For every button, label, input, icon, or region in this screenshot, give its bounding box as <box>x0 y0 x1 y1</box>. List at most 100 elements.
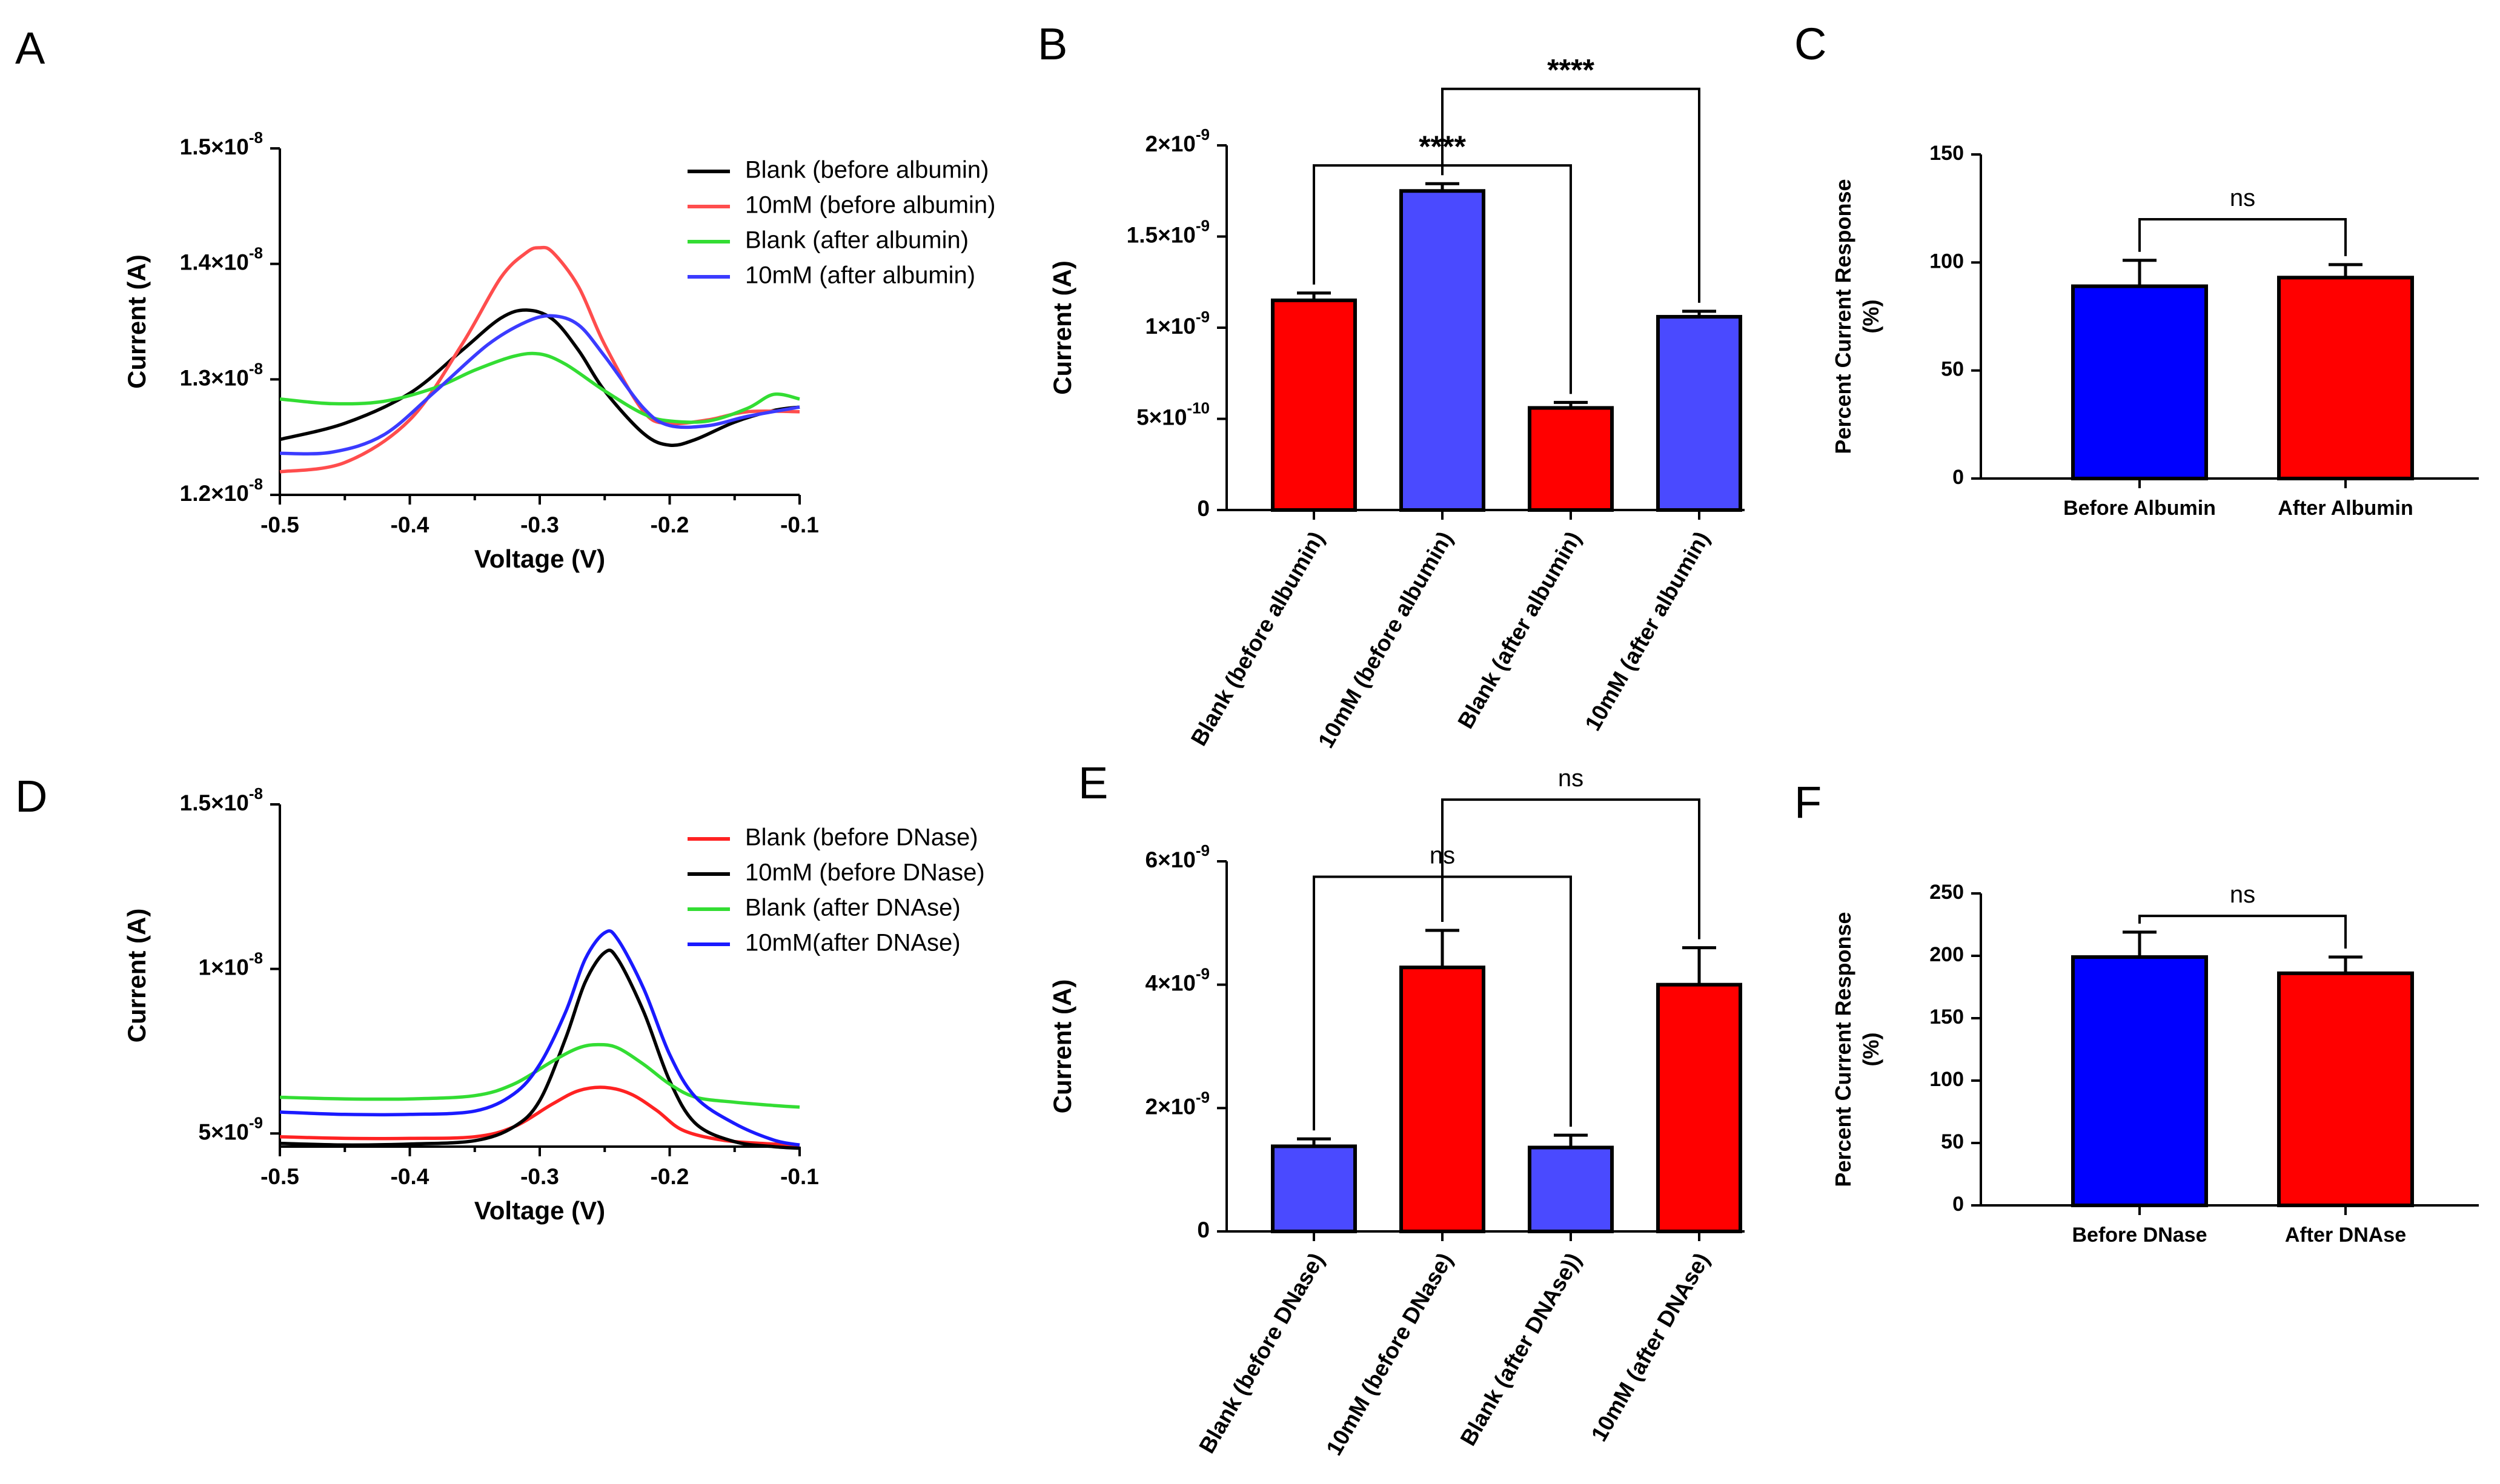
series-line <box>279 308 800 448</box>
x-category-label: After Albumin <box>2278 497 2413 520</box>
bar <box>2277 276 2414 480</box>
bar <box>2071 955 2208 1208</box>
y-axis-title: Current (A) <box>1048 260 1076 395</box>
y-axis-title: Current (A) <box>122 254 151 389</box>
x-category-label: Before Albumin <box>2063 497 2216 520</box>
y-tick-label: 100 <box>1929 250 1964 273</box>
y-tick-label: 150 <box>1929 142 1964 165</box>
panel-letter: F <box>1794 777 1822 827</box>
y-axis-title: Percent Current Response <box>1831 912 1855 1187</box>
x-tick-label: -0.2 <box>651 1164 689 1189</box>
y-tick-label: 5×10-10 <box>1136 399 1210 429</box>
bar <box>1399 966 1485 1233</box>
significance-bracket <box>1441 798 1700 939</box>
series-line <box>279 929 800 1147</box>
y-tick-label: 1.5×10-8 <box>180 128 263 159</box>
series-line <box>279 351 800 424</box>
bar <box>1656 314 1742 512</box>
x-axis-title: Voltage (V) <box>474 545 605 573</box>
panel-b: B 0 5×10-10 1×10-9 1.5×10-9 2×10-9 Current (A)… <box>1038 19 1745 752</box>
x-tick-label: -0.4 <box>391 1164 429 1189</box>
x-category-label: 10mM (before albumin) <box>1313 528 1457 752</box>
legend-label: Blank (after DNAse) <box>745 895 961 921</box>
y-axis-title: Current (A) <box>1048 979 1076 1114</box>
series-line <box>279 314 800 455</box>
legend-label: Blank (before albumin) <box>745 157 989 184</box>
x-tick-label: -0.5 <box>260 512 299 537</box>
panel-letter: B <box>1038 19 1067 69</box>
series-line <box>279 949 800 1150</box>
y-axis-title-unit: (%) <box>1858 1033 1883 1067</box>
significance-label: ns <box>2230 185 2255 211</box>
y-tick-label: 200 <box>1929 943 1964 966</box>
y-axis-title: Current (A) <box>122 909 151 1043</box>
y-tick-label: 4×10-9 <box>1146 965 1210 996</box>
x-axis-title: Voltage (V) <box>474 1196 605 1225</box>
significance-bracket <box>2138 915 2347 949</box>
panel-d: D -0.5 -0.4 -0.3 -0.2 -0.1 5×10-9 1×10-8 1.5×10-… <box>15 771 985 1225</box>
y-tick-label: 2×10-9 <box>1146 125 1210 156</box>
panel-letter: A <box>15 23 45 73</box>
y-tick-label: 1.5×10-9 <box>1127 216 1210 247</box>
x-category-label: After DNAse <box>2285 1224 2406 1247</box>
panel-letter: C <box>1794 19 1826 69</box>
y-tick-label: 1×10-8 <box>199 949 263 980</box>
panel-e: E 0 2×10-9 4×10-9 6×10-9 Current (A) Blank (be… <box>1048 758 1745 1460</box>
y-tick-label: 50 <box>1941 358 1964 381</box>
bar <box>1528 406 1614 512</box>
bar <box>1656 982 1742 1233</box>
x-tick-label: -0.1 <box>780 1164 819 1189</box>
panel-letter: E <box>1078 758 1108 808</box>
panel-f: F 0 50 100 150 200 250 Percent Current Response… <box>1794 777 2479 1247</box>
significance-bracket <box>2138 218 2347 256</box>
y-tick-label: 0 <box>1197 1217 1210 1242</box>
x-tick-label: -0.3 <box>520 512 559 537</box>
y-tick-label: 50 <box>1941 1130 1964 1153</box>
bar <box>1528 1145 1614 1234</box>
legend-label: 10mM (before DNase) <box>745 860 985 886</box>
x-category-label: Blank (before albumin) <box>1186 528 1329 750</box>
bar <box>2071 284 2208 480</box>
y-axis-title: Percent Current Response <box>1831 179 1855 454</box>
significance-label: **** <box>1547 53 1594 87</box>
significance-label: ns <box>2230 881 2255 908</box>
series-line <box>279 1042 800 1109</box>
y-tick-label: 0 <box>1952 1193 1964 1216</box>
y-tick-label: 100 <box>1929 1068 1964 1091</box>
x-category-label: 10mM (before DNase) <box>1321 1249 1457 1460</box>
legend-label: 10mM (after albumin) <box>745 262 975 289</box>
panel-a: A -0.5 -0.4 -0.3 -0.2 -0.1 1.2×10-8 1.3×10-8 1.4… <box>15 23 996 573</box>
legend-label: 10mM (before albumin) <box>745 192 996 219</box>
bar <box>1271 1144 1357 1233</box>
x-tick-label: -0.3 <box>520 1164 559 1189</box>
y-tick-label: 150 <box>1929 1005 1964 1029</box>
x-category-label: 10mM (after albumin) <box>1580 528 1714 735</box>
y-tick-label: 0 <box>1952 466 1964 489</box>
panel-letter: D <box>15 771 47 821</box>
bar <box>2277 971 2414 1207</box>
x-tick-label: -0.5 <box>260 1164 299 1189</box>
y-tick-label: 250 <box>1929 881 1964 904</box>
x-category-label: Blank (before DNase) <box>1194 1249 1329 1458</box>
panel-c: C 0 50 100 150 Percent Current Response (%) Bef… <box>1794 19 2479 520</box>
y-tick-label: 1×10-9 <box>1146 308 1210 339</box>
y-tick-label: 5×10-9 <box>199 1113 263 1144</box>
y-tick-label: 1.4×10-8 <box>180 244 263 275</box>
y-tick-label: 2×10-9 <box>1146 1088 1210 1119</box>
x-category-label: Blank (after DNAse)) <box>1456 1249 1586 1450</box>
x-tick-label: -0.4 <box>391 512 429 537</box>
series-line <box>279 1085 800 1147</box>
x-category-label: Before DNase <box>2072 1224 2207 1247</box>
x-category-label: Blank (after albumin) <box>1453 528 1586 733</box>
y-tick-label: 0 <box>1197 496 1210 521</box>
bar <box>1271 298 1357 512</box>
legend-label: Blank (before DNase) <box>745 824 978 851</box>
legend-label: Blank (after albumin) <box>745 227 969 254</box>
x-tick-label: -0.1 <box>780 512 819 537</box>
x-tick-label: -0.2 <box>651 512 689 537</box>
legend-label: 10mM(after DNAse) <box>745 930 961 956</box>
bar <box>1399 189 1485 512</box>
y-tick-label: 6×10-9 <box>1146 841 1210 872</box>
y-tick-label: 1.2×10-8 <box>180 475 263 506</box>
